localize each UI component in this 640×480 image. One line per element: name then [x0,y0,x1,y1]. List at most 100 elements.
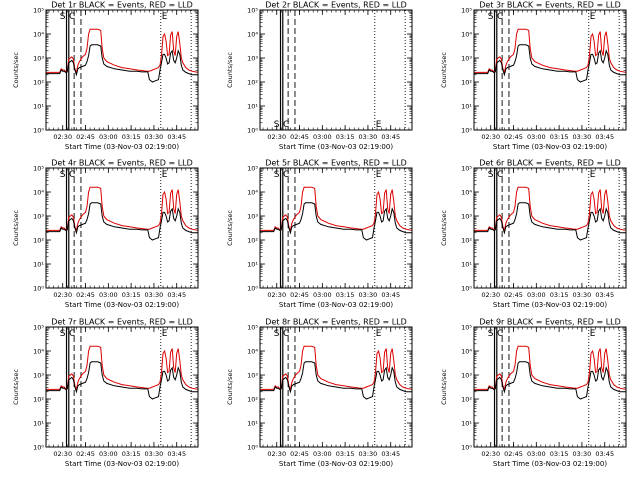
x-tick-label: 02:45 [290,291,309,299]
y-tick-label: 10⁵ [461,165,472,173]
y-tick-label: 10⁵ [247,165,258,173]
marker-label-s: S [274,170,280,180]
panel-det-6r: Det 6r BLACK = Events, RED = LLD Counts/s… [440,159,627,309]
y-tick-label: 10³ [247,55,258,63]
y-axis-label: Counts/sec [226,369,234,405]
marker-label-c: C [69,170,75,180]
series-events-line [474,202,626,241]
x-tick-label: 02:30 [267,450,286,458]
x-tick-label: 02:45 [290,450,309,458]
y-tick-label: 10⁰ [461,285,472,293]
y-tick-label: 10² [461,237,472,245]
series-events-line [46,361,198,400]
x-tick-label: 03:00 [527,450,546,458]
marker-label-e: E [376,329,382,339]
y-tick-label: 10⁵ [247,324,258,332]
y-tick-label: 10² [33,237,44,245]
marker-label-e: E [162,170,168,180]
x-tick-label: 03:00 [527,133,546,141]
y-tick-label: 10⁴ [247,31,258,39]
series-lld-line [46,345,198,392]
x-tick-label: 03:30 [359,291,378,299]
x-axis-label: Start Time (03-Nov-03 02:19:00) [279,143,393,151]
marker-label-c: C [497,170,503,180]
y-tick-label: 10² [461,396,472,404]
marker-label-e: E [590,12,596,22]
x-tick-label: 03:45 [595,133,614,141]
y-tick-label: 10¹ [461,420,472,428]
x-tick-label: 03:45 [595,450,614,458]
panel-title: Det 2r BLACK = Events, RED = LLD [265,1,407,10]
y-tick-label: 10⁴ [247,189,258,197]
x-tick-label: 03:00 [313,450,332,458]
x-tick-label: 03:00 [99,450,118,458]
panel-det-7r: Det 7r BLACK = Events, RED = LLD Counts/s… [12,318,199,468]
plot-frame [473,326,627,448]
panel-title: Det 1r BLACK = Events, RED = LLD [51,1,193,10]
x-tick-label: 02:30 [481,291,500,299]
y-tick-label: 10⁰ [247,127,258,135]
plot-frame [45,167,199,289]
x-tick-label: 03:45 [167,133,186,141]
x-tick-label: 02:30 [53,133,72,141]
y-axis-label: Counts/sec [440,369,448,405]
x-axis-label: Start Time (03-Nov-03 02:19:00) [493,301,607,309]
marker-label-c: C [497,329,503,339]
y-tick-label: 10⁰ [247,444,258,452]
x-tick-label: 02:45 [504,450,523,458]
marker-label-c: C [283,120,289,130]
panel-det-4r: Det 4r BLACK = Events, RED = LLD Counts/s… [12,159,199,309]
panel-title: Det 4r BLACK = Events, RED = LLD [51,159,193,168]
panel-det-9r: Det 9r BLACK = Events, RED = LLD Counts/s… [440,318,627,468]
x-tick-label: 03:15 [550,133,569,141]
series-events-line [46,44,198,83]
y-tick-label: 10¹ [247,103,258,111]
x-tick-label: 03:00 [527,291,546,299]
y-tick-label: 10³ [461,372,472,380]
x-tick-label: 02:30 [53,450,72,458]
panel-title: Det 6r BLACK = Events, RED = LLD [479,159,621,168]
y-tick-label: 10³ [33,372,44,380]
x-tick-label: 03:30 [145,450,164,458]
x-tick-label: 03:45 [381,291,400,299]
y-tick-label: 10¹ [461,103,472,111]
y-tick-label: 10³ [461,213,472,221]
marker-label-e: E [376,170,382,180]
y-tick-label: 10⁴ [461,189,472,197]
marker-label-s: S [488,329,494,339]
x-tick-label: 03:45 [595,291,614,299]
y-axis-label: Counts/sec [12,52,20,88]
x-axis-label: Start Time (03-Nov-03 02:19:00) [65,301,179,309]
x-tick-label: 03:45 [167,450,186,458]
y-tick-label: 10² [461,79,472,87]
y-tick-label: 10¹ [33,420,44,428]
marker-label-s: S [488,12,494,22]
plot-frame [473,167,627,289]
marker-label-e: E [590,170,596,180]
panel-title: Det 9r BLACK = Events, RED = LLD [479,318,621,327]
plot-frame [259,9,413,131]
panel-title: Det 5r BLACK = Events, RED = LLD [265,159,407,168]
x-tick-label: 03:00 [313,133,332,141]
x-axis-label: Start Time (03-Nov-03 02:19:00) [279,460,393,468]
y-tick-label: 10¹ [247,261,258,269]
x-tick-label: 03:00 [99,133,118,141]
x-tick-label: 02:30 [267,133,286,141]
plot-frame [473,9,627,131]
y-axis-label: Counts/sec [440,52,448,88]
panel-title: Det 8r BLACK = Events, RED = LLD [265,318,407,327]
series-events-line [260,361,412,400]
y-axis-label: Counts/sec [226,210,234,246]
y-tick-label: 10¹ [461,261,472,269]
x-tick-label: 03:30 [145,291,164,299]
y-axis-label: Counts/sec [12,369,20,405]
y-tick-label: 10⁵ [461,324,472,332]
y-tick-label: 10³ [33,213,44,221]
marker-label-s: S [60,329,66,339]
y-tick-label: 10² [33,396,44,404]
marker-label-e: E [590,329,596,339]
y-tick-label: 10² [247,79,258,87]
marker-label-s: S [60,12,66,22]
y-tick-label: 10⁵ [33,7,44,15]
